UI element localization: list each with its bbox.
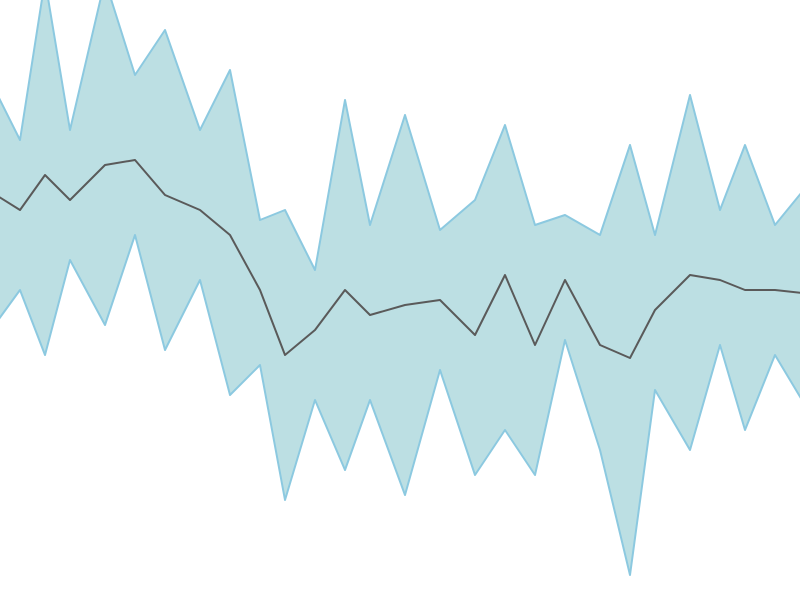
band-line-chart [0,0,800,600]
